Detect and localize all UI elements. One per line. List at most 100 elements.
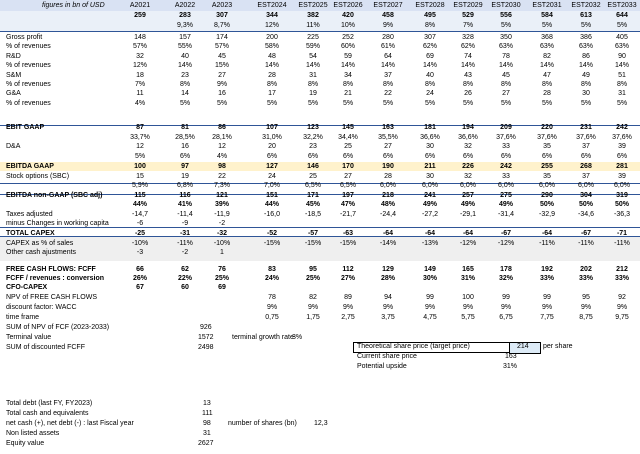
table-cell[interactable]: EST2032 [571,2,601,9]
table-cell[interactable]: 63% [539,43,554,51]
table-cell[interactable]: 225 [307,34,319,41]
table-cell[interactable]: 32 [136,52,144,60]
table-cell[interactable]: -25 [134,230,146,237]
table-cell[interactable]: 613 [580,12,592,19]
table-cell[interactable]: 174 [216,34,228,41]
table-cell[interactable]: 257 [462,192,474,199]
table-cell[interactable]: 39 [618,173,626,180]
table-cell[interactable]: 7,3% [214,182,230,189]
table-cell[interactable]: 7% [134,81,146,88]
table-cell[interactable]: 529 [462,12,474,19]
table-cell[interactable]: -15% [263,240,281,247]
table-cell[interactable]: 1 [220,249,224,256]
table-cell[interactable]: EST2027 [373,2,403,9]
table-cell[interactable]: 50% [614,201,629,208]
table-cell[interactable]: 6,0% [498,182,514,189]
table-cell[interactable]: 170 [342,163,354,170]
table-cell[interactable]: 63% [614,43,629,51]
table-cell[interactable]: -31,4 [498,211,514,218]
table-cell[interactable]: 157 [179,34,191,41]
table-cell[interactable]: 37 [582,173,590,180]
table-cell[interactable]: 32 [464,143,472,150]
table-cell[interactable]: 32,2% [303,134,323,141]
table-cell[interactable]: 5% [616,99,628,107]
table-cell[interactable]: 123 [307,124,319,131]
table-cell[interactable]: 58% [264,43,279,51]
table-cell[interactable]: EST2030 [491,2,521,9]
table-cell[interactable]: 24% [264,275,279,282]
table-cell[interactable]: -9 [181,220,189,227]
table-cell[interactable]: 9% [382,22,394,29]
table-cell[interactable]: 242 [500,163,512,170]
table-cell[interactable]: 5% [500,99,512,107]
table-cell[interactable]: 44% [264,201,279,208]
npv-cell[interactable]: 9% [462,304,474,311]
table-cell[interactable]: 211 [424,163,436,170]
table-cell[interactable]: 5% [342,99,354,107]
table-cell[interactable]: 8% [424,22,436,29]
table-cell[interactable]: 5% [580,99,592,107]
table-cell[interactable]: -12% [459,240,477,247]
table-cell[interactable]: 16 [181,143,189,150]
table-cell[interactable]: 14% [498,62,513,70]
table-cell[interactable]: 6,5% [305,182,321,189]
table-cell[interactable]: 8% [382,81,394,88]
table-cell[interactable]: 6% [382,153,394,160]
table-cell[interactable]: EST2026 [333,2,363,9]
table-cell[interactable]: 90 [618,52,626,60]
table-cell[interactable]: 64 [384,52,392,60]
table-cell[interactable]: 5% [616,22,628,29]
table-cell[interactable]: -3 [136,249,144,256]
table-cell[interactable]: 4% [134,99,146,107]
table-cell[interactable]: 8% [462,81,474,88]
npv-cell[interactable]: 99 [502,294,510,301]
table-cell[interactable]: 268 [580,163,592,170]
table-cell[interactable]: 15 [136,173,144,180]
table-cell[interactable]: 5,9% [132,182,148,189]
table-cell[interactable]: -29,1 [460,211,476,218]
table-cell[interactable]: 6,0% [539,182,555,189]
table-cell[interactable]: 281 [616,163,628,170]
table-cell[interactable]: 36,6% [420,134,440,141]
table-cell[interactable]: 67 [136,284,144,291]
table-cell[interactable]: 55% [177,43,192,51]
table-cell[interactable]: 76 [218,266,226,273]
table-cell[interactable]: 31,0% [262,134,282,141]
npv-cell[interactable]: 2,75 [341,314,355,321]
table-cell[interactable]: 47 [543,71,551,79]
table-cell[interactable]: EST2028 [415,2,445,9]
table-cell[interactable]: 5% [307,99,319,107]
table-cell[interactable]: 220 [541,124,553,131]
npv-cell[interactable]: 9% [580,304,592,311]
table-cell[interactable]: 5% [462,99,474,107]
table-cell[interactable]: 25 [309,173,317,180]
table-cell[interactable]: 163 [382,124,394,131]
table-cell[interactable]: 14% [305,62,320,70]
table-cell[interactable]: 307 [216,12,228,19]
table-cell[interactable]: 5% [424,99,436,107]
table-cell[interactable]: 129 [382,266,394,273]
table-cell[interactable]: 328 [462,34,474,41]
npv-cell[interactable]: 0,75 [265,314,279,321]
table-cell[interactable]: 95 [309,266,317,273]
table-cell[interactable]: 5% [382,99,394,107]
table-cell[interactable]: 12% [264,22,279,29]
npv-cell[interactable]: 94 [384,294,392,301]
table-cell[interactable]: 6% [179,153,191,160]
table-cell[interactable]: 226 [462,163,474,170]
table-cell[interactable]: 5% [216,99,228,107]
table-cell[interactable]: 14% [380,62,395,70]
table-cell[interactable]: 54 [309,52,317,60]
table-cell[interactable]: 11% [306,22,320,29]
table-cell[interactable]: 209 [500,124,512,131]
table-cell[interactable]: 23 [181,71,189,79]
table-cell[interactable]: 8% [580,81,592,88]
table-cell[interactable]: 74 [464,52,472,60]
table-cell[interactable]: 60 [181,284,189,291]
npv-cell[interactable]: 6,75 [499,314,513,321]
table-cell[interactable]: 14% [578,62,593,70]
table-cell[interactable]: 37,6% [612,134,632,141]
table-cell[interactable]: 26% [132,275,147,282]
npv-cell[interactable]: 8,75 [579,314,593,321]
npv-cell[interactable]: 9% [424,304,436,311]
